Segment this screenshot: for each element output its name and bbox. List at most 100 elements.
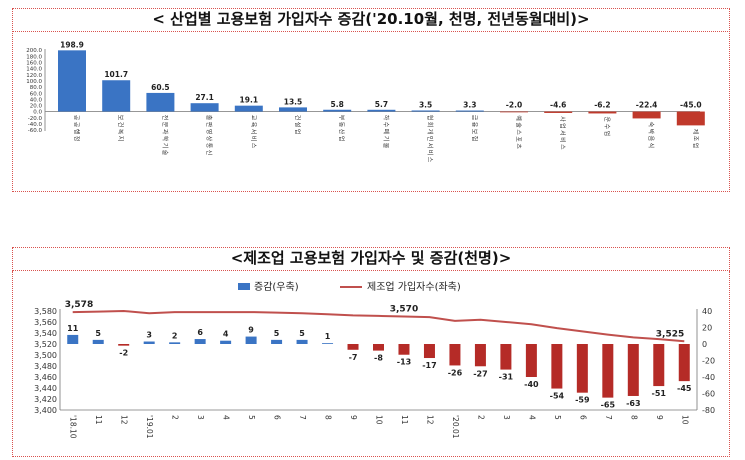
chart1-category-char: 교 (249, 115, 256, 121)
chart1-category-char: 설 (294, 122, 302, 128)
chart2-panel (12, 271, 730, 457)
chart1-category-char: 음 (647, 136, 654, 142)
chart1-category-char: 수 (603, 124, 610, 130)
chart2-x-tick-label: 8 (629, 415, 638, 420)
chart1-category-char: 폐 (382, 129, 390, 135)
chart1-value-label: -6.2 (594, 101, 610, 110)
chart2-title: <제조업 고용보험 가입자수 및 증감(천명)> (12, 247, 730, 271)
chart1-value-label: 13.5 (284, 97, 303, 106)
chart2-x-tick-label: '20.01 (451, 415, 460, 439)
chart1-y-tick-label: 180.0 (26, 54, 42, 60)
chart1-category-char: 조 (691, 136, 698, 142)
chart2-line-value-label: 3,578 (65, 300, 93, 310)
chart1-y-tick-label: -60.0 (28, 128, 43, 134)
chart1-category-char: 상 (205, 136, 213, 142)
chart2-bar (398, 344, 410, 355)
chart1-title: < 산업별 고용보험 가입자수 증감('20.10월, 천명, 전년동월대비)> (12, 8, 730, 32)
chart1-category-char: 술 (161, 150, 169, 156)
chart2-bar-value-label: 2 (172, 331, 178, 340)
chart2-bar (500, 344, 512, 370)
chart1-panel (12, 33, 730, 192)
chart2-left-tick-label: 3,480 (34, 362, 57, 371)
chart1-category-char: 영 (205, 129, 213, 135)
chart1-category-char: 업 (691, 143, 699, 149)
legend-bar-label: 증감(우축) (254, 281, 299, 293)
chart2-x-tick-label: 9 (349, 415, 358, 420)
chart2-x-tick-label: 4 (527, 415, 536, 420)
chart2-x-tick-label: '19.01 (145, 415, 154, 439)
chart1-category-char: 스 (249, 143, 256, 149)
chart2-x-tick-label: 12 (120, 415, 129, 425)
chart2-bar (602, 344, 614, 398)
chart2-right-tick-label: -40 (702, 373, 715, 382)
chart1-value-label: 198.9 (60, 40, 84, 49)
chart2-x-tick-label: 4 (222, 415, 231, 420)
chart2-bar-value-label: 11 (67, 324, 79, 333)
chart1-category-char: 식 (647, 143, 655, 149)
chart1-value-label: 3.5 (419, 100, 432, 109)
chart1-category-char: 스 (559, 144, 566, 150)
chart1-category-char: 비 (426, 150, 434, 156)
chart2-bar-value-label: -31 (499, 373, 514, 382)
chart1-value-label: -22.4 (636, 101, 658, 110)
chart2-bar-value-label: -17 (422, 361, 436, 370)
chart1-category-char: 문 (161, 122, 168, 128)
chart1-y-tick-label: 160.0 (26, 61, 42, 67)
chart2-x-tick-label: 5 (553, 415, 562, 420)
chart2-x-tick-label: 7 (604, 415, 613, 420)
chart2-bar (373, 344, 384, 351)
chart1-category-char: 행 (73, 129, 81, 135)
chart1-category-char: 서 (559, 130, 567, 136)
chart2-bar (67, 334, 79, 344)
chart1-category-char: 업 (294, 129, 302, 135)
chart1-category-char: 회 (426, 122, 434, 128)
chart1-category-char: 공 (73, 122, 80, 128)
chart1-y-tick-label: 60.0 (30, 91, 43, 97)
chart2-x-tick-label: 6 (273, 415, 282, 420)
chart1-category-char: 융 (470, 122, 477, 128)
chart2-bar-value-label: 1 (325, 332, 331, 341)
chart2-bar (169, 342, 181, 344)
chart2-x-tick-label: 5 (247, 415, 256, 420)
chart1-bar (234, 105, 263, 112)
chart2-x-tick-label: 2 (476, 415, 485, 420)
chart2-left-tick-label: 3,520 (34, 340, 57, 349)
chart1-category-char: 동 (338, 122, 345, 128)
chart1-bar (500, 111, 528, 113)
chart2-x-tick-label: 12 (425, 415, 434, 425)
chart1-category-char: 스 (515, 129, 522, 135)
chart2-x-tick-label: 6 (578, 415, 587, 420)
chart2-right-tick-label: -80 (702, 406, 715, 415)
chart1-value-label: 5.7 (375, 100, 388, 109)
chart2-right-tick-label: 20 (702, 324, 712, 333)
chart2-left-tick-label: 3,420 (34, 395, 57, 404)
chart1-y-tick-label: 80.0 (30, 85, 43, 91)
chart1-bar (411, 110, 440, 112)
chart2-x-tick-label: 3 (196, 415, 205, 420)
chart2-x-tick-label: 7 (298, 415, 307, 420)
chart2-bar-value-label: 4 (223, 330, 229, 339)
chart1-bar (102, 80, 131, 112)
chart1-bar (367, 109, 396, 112)
chart1-category-char: 물 (382, 143, 389, 149)
chart1-category-char: 숙 (647, 122, 655, 128)
chart1-bar (323, 109, 352, 112)
chart2-bar (576, 344, 588, 393)
chart1-category-char: 전 (161, 115, 169, 121)
chart2-bar (92, 339, 104, 344)
chart2-bar (347, 344, 359, 350)
chart2-bar-value-label: -13 (397, 358, 411, 367)
chart1-category-char: 사 (559, 116, 567, 122)
chart1-category-char: 업 (338, 136, 346, 142)
chart1-category-char: 공 (73, 115, 80, 121)
chart1-category-char: 지 (117, 136, 125, 142)
chart1-category-char: 기 (161, 143, 169, 149)
chart1-category-char: 업 (559, 123, 567, 129)
chart2-left-tick-label: 3,400 (34, 406, 57, 415)
chart2-line-value-label: 3,525 (656, 329, 684, 339)
chart1-y-tick-label: -20.0 (28, 116, 43, 122)
chart2-x-tick-label: '18.10 (69, 415, 78, 439)
chart1-bar (279, 107, 307, 112)
chart1-value-label: -2.0 (506, 101, 522, 110)
chart1-category-char: 인 (426, 136, 433, 142)
